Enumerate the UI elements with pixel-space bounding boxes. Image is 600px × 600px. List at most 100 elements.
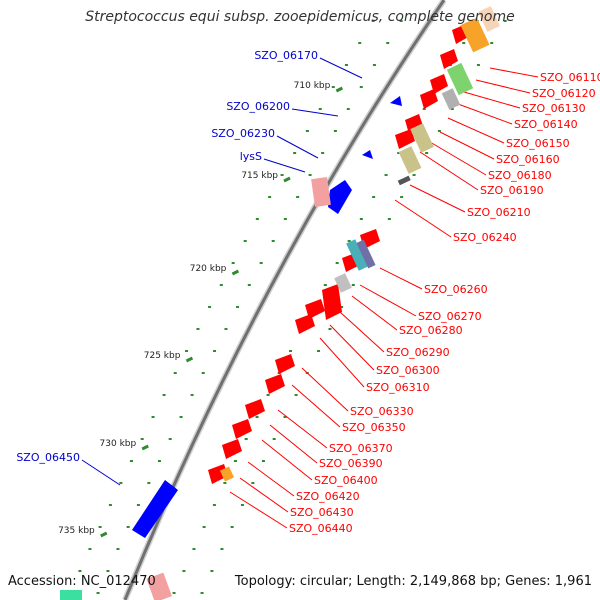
gc-dot <box>283 416 287 418</box>
reverse-gene-leader <box>239 477 289 513</box>
scale-tick <box>100 531 108 538</box>
forward-gene-leader <box>81 459 121 486</box>
gc-dot <box>346 108 350 110</box>
grey-feature <box>334 273 352 293</box>
gc-dot <box>247 284 251 286</box>
gc-dot <box>347 240 351 242</box>
reverse-gene-label: SZO_06180 <box>488 169 552 182</box>
grey-feature <box>441 88 461 110</box>
gc-dot <box>397 152 401 154</box>
gc-dot <box>212 504 216 506</box>
gc-dot <box>129 460 133 462</box>
gc-dot <box>437 130 441 132</box>
reverse-gene-leader <box>319 337 365 388</box>
reverse-gene-label: SZO_06290 <box>386 346 450 359</box>
reverse-gene-leader <box>329 324 375 371</box>
gc-dot <box>372 64 376 66</box>
reverse-gene-leader <box>261 439 313 481</box>
gc-dot <box>476 64 480 66</box>
gc-dot <box>230 526 234 528</box>
reverse-gene-label: SZO_06350 <box>342 421 406 434</box>
gc-dot <box>236 306 240 308</box>
gc-dot <box>182 570 186 572</box>
gc-dot <box>173 372 177 374</box>
purple-feature <box>356 239 376 269</box>
gc-dot <box>359 86 363 88</box>
accession-text: Accession: NC_012470 <box>8 574 156 589</box>
green-feature <box>60 590 82 600</box>
gc-dot <box>251 482 255 484</box>
orange-feature <box>219 466 235 482</box>
gc-dot <box>233 460 237 462</box>
teal-feature <box>346 239 368 271</box>
gc-dot <box>157 460 161 462</box>
gc-dot <box>244 438 248 440</box>
reverse-gene-feature <box>420 89 438 109</box>
gc-dot <box>384 174 388 176</box>
reverse-gene-leader <box>277 409 328 449</box>
gc-dot <box>201 372 205 374</box>
gc-dot <box>224 328 228 330</box>
gc-dot <box>399 20 403 22</box>
forward-gene-leader <box>276 135 319 159</box>
reverse-gene-leader <box>409 184 466 213</box>
reverse-gene-leader <box>489 67 539 78</box>
gc-dot <box>333 130 337 132</box>
reverse-gene-leader <box>463 91 521 109</box>
gc-dot <box>331 86 335 88</box>
gc-dot <box>179 416 183 418</box>
gc-dot <box>119 482 123 484</box>
forward-gene-label: SZO_06450 <box>16 451 80 464</box>
gc-dot <box>328 328 332 330</box>
reverse-gene-leader <box>351 295 398 331</box>
gc-dot <box>318 108 322 110</box>
gc-dot <box>210 570 214 572</box>
reverse-gene-label: SZO_06310 <box>366 381 430 394</box>
reverse-gene-leader <box>339 311 385 353</box>
gc-dot <box>147 482 151 484</box>
reverse-gene-leader <box>229 491 288 529</box>
reverse-gene-leader <box>247 461 295 497</box>
reverse-gene-label: SZO_06110 <box>540 71 600 84</box>
gc-dot <box>116 548 120 550</box>
green-feature <box>446 62 474 96</box>
gc-dot <box>323 284 327 286</box>
reverse-gene-feature <box>440 49 458 69</box>
scale-tick-label: 720 kbp <box>190 264 227 274</box>
gc-dot <box>386 42 390 44</box>
reverse-gene-leader <box>269 424 318 464</box>
gc-dot <box>359 218 363 220</box>
gc-dot <box>162 394 166 396</box>
gc-dot <box>259 262 263 264</box>
scale-tick <box>283 176 291 183</box>
gc-dot <box>243 240 247 242</box>
reverse-gene-label: SZO_06150 <box>506 137 570 150</box>
gc-dot <box>88 548 92 550</box>
reverse-gene-label: SZO_06130 <box>522 102 586 115</box>
reverse-gene-label: SZO_06140 <box>514 118 578 131</box>
gc-dot <box>78 570 82 572</box>
pink-feature <box>146 572 172 600</box>
reverse-gene-feature <box>232 419 252 439</box>
gc-dot <box>351 284 355 286</box>
reverse-gene-feature <box>430 74 448 94</box>
gc-dot <box>280 174 284 176</box>
olive-feature <box>398 146 422 174</box>
pink-feature <box>311 177 331 207</box>
reverse-gene-feature <box>245 399 265 419</box>
reverse-gene-label: SZO_06300 <box>376 364 440 377</box>
forward-gene-label: SZO_06230 <box>211 127 275 140</box>
gc-dot <box>151 416 155 418</box>
genome-summary-text: Topology: circular; Length: 2,149,868 bp… <box>234 574 592 589</box>
forward-gene-feature <box>132 480 178 538</box>
gc-dot <box>358 42 362 44</box>
gc-dot <box>462 42 466 44</box>
reverse-gene-leader <box>291 384 341 428</box>
reverse-gene-label: SZO_06430 <box>290 506 354 519</box>
reverse-gene-leader <box>394 199 452 238</box>
scale-tick-label: 730 kbp <box>100 439 137 449</box>
gc-dot <box>289 350 293 352</box>
forward-gene-leader <box>263 158 306 173</box>
gc-dot <box>271 240 275 242</box>
